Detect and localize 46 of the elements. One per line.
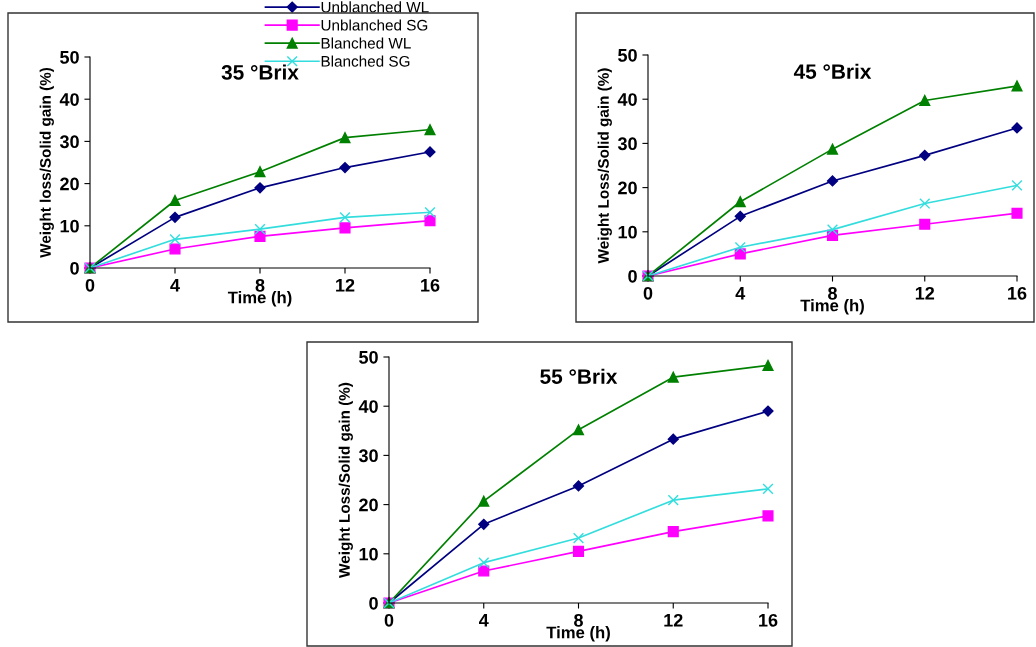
x-tick-label: 0	[643, 286, 653, 300]
x-tick-label: 8	[255, 278, 265, 292]
x-tick-label: 16	[1008, 286, 1027, 300]
y-tick-label: 50	[618, 48, 637, 62]
x-tick-label: 8	[574, 613, 583, 627]
y-tick-label: 10	[359, 547, 378, 561]
chart-title: 55 °Brix	[540, 368, 618, 384]
y-tick-label: 0	[70, 261, 79, 275]
y-tick-label: 30	[358, 449, 378, 463]
x-tick-label: 4	[170, 279, 180, 292]
y-tick-label: 40	[59, 93, 79, 106]
y-axis-title: Weight Loss/Solid gain (%)	[597, 68, 612, 264]
y-tick-label: 40	[358, 400, 378, 413]
legend-label: Unblanched WL	[321, 1, 429, 13]
x-tick-label: 12	[336, 278, 355, 292]
y-tick-label: 20	[60, 177, 79, 191]
y-tick-label: 10	[618, 225, 637, 239]
legend-label: Unblanched SG	[321, 19, 428, 31]
y-tick-label: 20	[359, 498, 378, 512]
x-tick-label: 0	[384, 613, 394, 627]
legend-label: Blanched WL	[321, 37, 411, 49]
x-axis-title: Time (h)	[227, 291, 292, 307]
y-tick-label: 50	[60, 50, 79, 64]
x-tick-label: 16	[759, 613, 778, 627]
y-tick-label: 20	[618, 181, 637, 195]
y-tick-label: 50	[359, 350, 378, 364]
y-tick-label: 40	[617, 93, 637, 106]
x-axis-title: Time (h)	[800, 299, 864, 315]
x-tick-label: 12	[664, 613, 683, 627]
x-tick-label: 16	[421, 278, 440, 292]
chart-title: 45 °Brix	[793, 63, 872, 79]
x-tick-label: 4	[735, 287, 746, 300]
y-axis-title: Weight Loss/Solid gain (%)	[338, 382, 353, 578]
x-tick-label: 0	[85, 278, 95, 292]
chart-title: 35 °Brix	[221, 64, 299, 80]
x-tick-label: 8	[828, 286, 837, 300]
x-axis-title: Time (h)	[546, 626, 610, 642]
x-tick-label: 4	[479, 614, 489, 627]
y-tick-label: 0	[628, 269, 637, 283]
y-tick-label: 10	[60, 219, 79, 233]
y-tick-label: 30	[617, 137, 637, 151]
x-tick-label: 12	[915, 286, 935, 300]
y-axis-title: Weight loss/Solid gain (%)	[39, 67, 54, 258]
y-tick-label: 30	[59, 135, 79, 149]
legend-label: Blanched SG	[321, 55, 410, 67]
y-tick-label: 0	[369, 596, 378, 610]
